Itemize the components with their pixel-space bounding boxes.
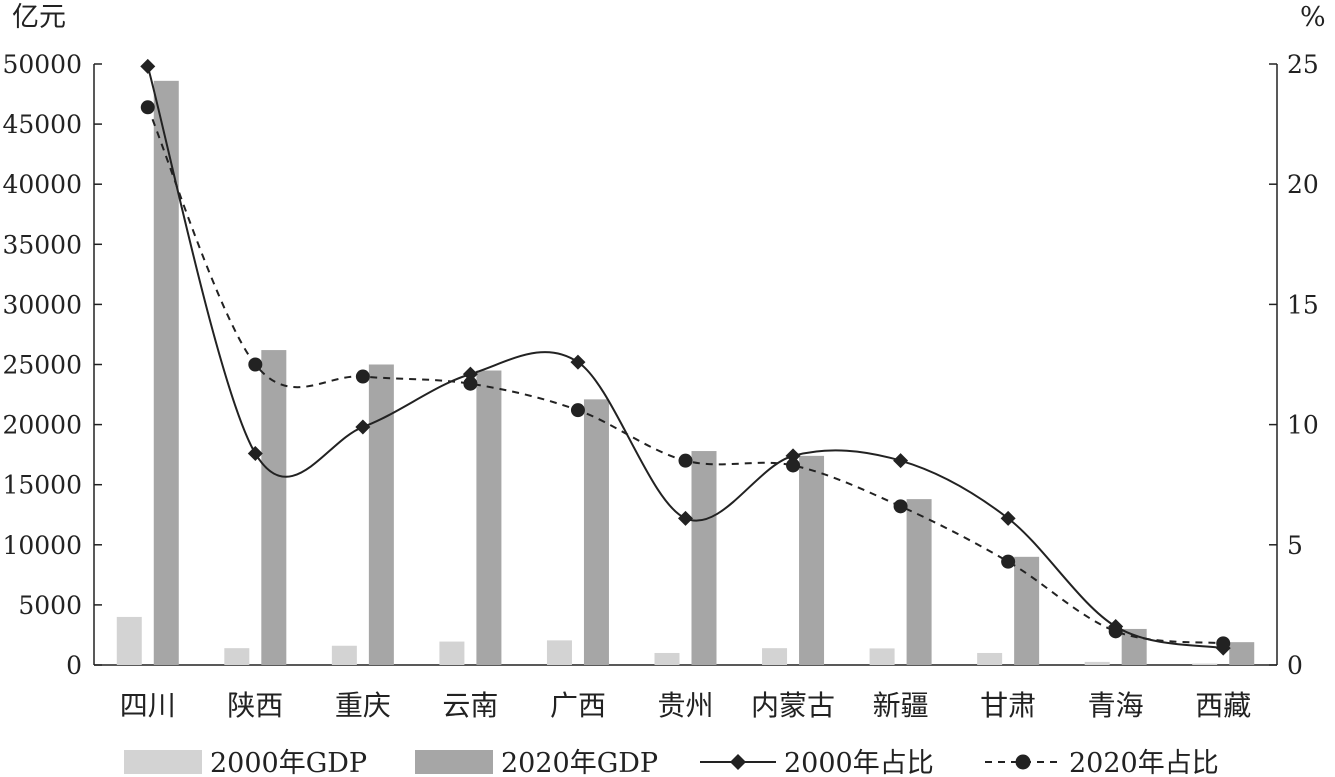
diamond-marker [678,510,693,526]
category-label: 新疆 [873,689,929,722]
left-tick-label: 25000 [2,351,82,380]
circle-marker [463,376,478,391]
bar-2020-gdp [1229,642,1255,665]
legend-swatch [124,750,202,774]
bar-2000-gdp [546,640,572,665]
right-tick-label: 10 [1287,411,1319,440]
left-tick-label: 20000 [2,411,82,440]
category-label: 贵州 [657,689,713,722]
bar-2020-gdp [799,455,825,665]
category-label: 四川 [120,689,176,722]
diamond-marker [140,58,156,74]
category-label: 陕西 [227,689,283,722]
legend-label: 2020年占比 [1069,748,1219,777]
right-tick-label: 0 [1287,651,1303,680]
bar-2000-gdp [116,616,142,665]
circle-marker [140,100,155,115]
right-tick-label: 20 [1287,170,1319,199]
circle-marker [786,458,801,473]
diamond-marker [893,453,909,469]
bar-2000-gdp [977,652,1003,665]
bar-2020-gdp [1014,556,1040,665]
category-label: 重庆 [335,689,391,722]
left-tick-label: 35000 [2,230,82,259]
category-label: 云南 [442,689,498,722]
right-unit-label: % [1300,2,1326,33]
circle-marker [893,499,908,514]
diamond-marker [570,354,586,370]
left-axis-ticks: 0 5000 10000 15000 20000 25000 30000 35000 40000… [2,50,102,680]
bar-2020-gdp [691,451,717,665]
bars [116,80,1255,665]
legend-label: 2000年GDP [210,748,367,777]
legend-label: 2000年占比 [784,748,934,777]
left-tick-label: 45000 [2,110,82,139]
bar-2000-gdp [762,648,788,665]
diamond-marker [355,419,371,435]
bar-2020-gdp [368,364,394,665]
bar-2000-gdp [439,641,465,665]
line-2000-share [146,66,1224,650]
left-tick-label: 30000 [2,290,82,319]
right-tick-label: 25 [1287,50,1319,79]
legend-label: 2020年GDP [501,748,658,777]
right-tick-label: 5 [1287,531,1303,560]
circle-marker [355,369,370,384]
left-tick-label: 0 [66,651,82,680]
bar-2000-gdp [224,648,250,665]
circle-marker [1108,624,1123,639]
category-label: 青海 [1088,689,1144,722]
left-tick-label: 10000 [2,531,82,560]
bar-2000-gdp [331,645,357,665]
left-tick-label: 5000 [18,591,82,620]
bar-2020-gdp [153,80,179,665]
circle-marker [1001,554,1016,569]
left-tick-label: 15000 [2,471,82,500]
bar-2000-gdp [1192,663,1218,665]
bar-2000-gdp [1084,661,1110,665]
left-tick-label: 40000 [2,170,82,199]
legend-swatch [415,750,493,774]
category-label: 甘肃 [980,689,1036,722]
bar-2000-gdp [654,652,680,665]
line-2020-share [146,106,1224,645]
left-unit-label: 亿元 [12,2,66,33]
right-tick-label: 15 [1287,290,1319,319]
circle-marker [570,403,585,418]
category-label: 广西 [550,689,606,722]
circle-marker [248,357,263,372]
bar-2020-gdp [476,370,502,665]
diamond-marker [1000,510,1016,526]
circle-marker [678,453,693,468]
left-tick-label: 50000 [2,50,82,79]
category-labels: 四川 陕西 重庆 云南 广西 贵州 内蒙古 新疆 甘肃 青海 西藏 [120,689,1251,722]
category-label: 内蒙古 [751,689,835,722]
series-lines [146,66,1224,650]
circle-marker [1216,636,1231,651]
legend: 2000年GDP 2020年GDP 2000年占比 2020年占比 [124,748,1219,777]
right-axis-ticks: 0 5 10 15 20 25 [1269,50,1319,680]
legend-circle-marker [1015,754,1031,770]
series-markers [140,58,1231,656]
category-label: 西藏 [1195,689,1251,722]
bar-2020-gdp [906,499,932,665]
bar-2020-gdp [261,350,287,665]
bar-2000-gdp [869,648,895,665]
legend-diamond-marker [730,754,746,770]
bar-2020-gdp [583,399,609,665]
diamond-marker [247,445,263,461]
